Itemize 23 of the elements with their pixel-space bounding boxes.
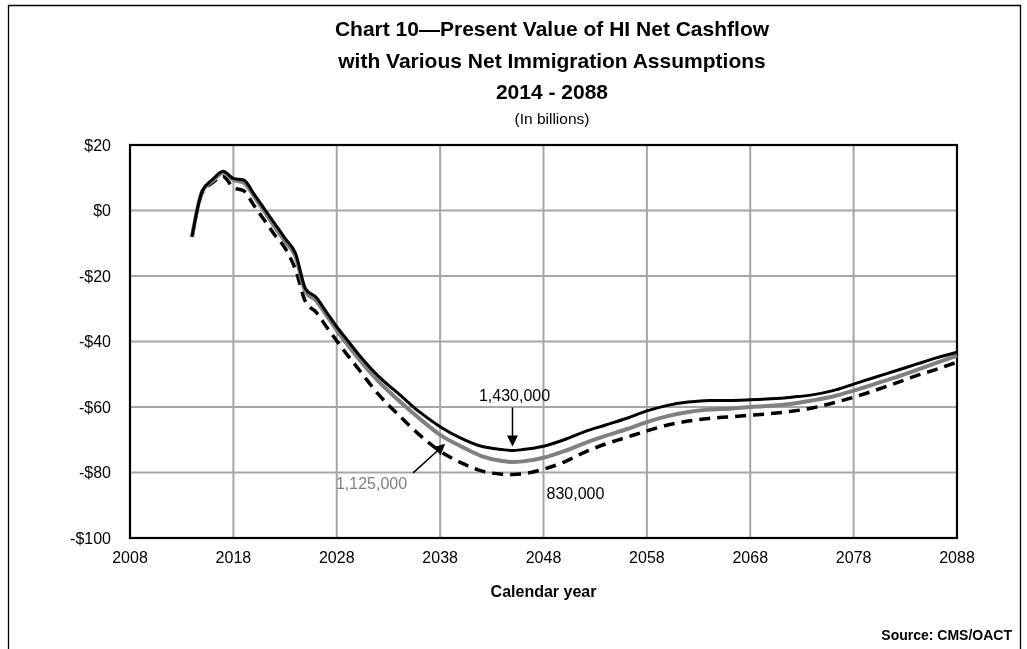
x-tick-label: 2008 <box>112 549 148 566</box>
y-tick-label: $20 <box>84 136 112 154</box>
x-tick-label: 2018 <box>215 549 252 566</box>
source-note: Source: CMS/OACT <box>881 627 1013 643</box>
x-tick-label: 2078 <box>835 549 872 566</box>
text: 1,430,000 <box>478 386 551 404</box>
chart-title: Chart 10—Present Value of HI Net Cashflow with Various Net Immigration Assumptions 2014 - 2088 <box>334 17 770 103</box>
x-tick-label: 2058 <box>629 549 665 566</box>
chart-subtitle: (In billions) <box>514 110 590 127</box>
y-tick-label: -$100 <box>70 529 112 547</box>
y-tick-label: $0 <box>93 202 112 219</box>
text: 1,125,000 <box>335 474 408 492</box>
x-tick-label: 2048 <box>525 549 562 566</box>
y-tick-label: -$60 <box>78 398 112 416</box>
y-tick-label: -$20 <box>78 267 112 285</box>
x-axis-title: Calendar year <box>490 583 597 600</box>
series-label: 830,000 <box>546 485 605 503</box>
y-tick-label: -$80 <box>78 464 112 481</box>
y-tick-label: -$40 <box>78 333 112 350</box>
x-tick-label: 2028 <box>318 549 355 566</box>
x-tick-label: 2038 <box>422 549 459 566</box>
x-tick-label: 2068 <box>732 549 769 566</box>
x-tick-label: 2088 <box>939 549 975 566</box>
